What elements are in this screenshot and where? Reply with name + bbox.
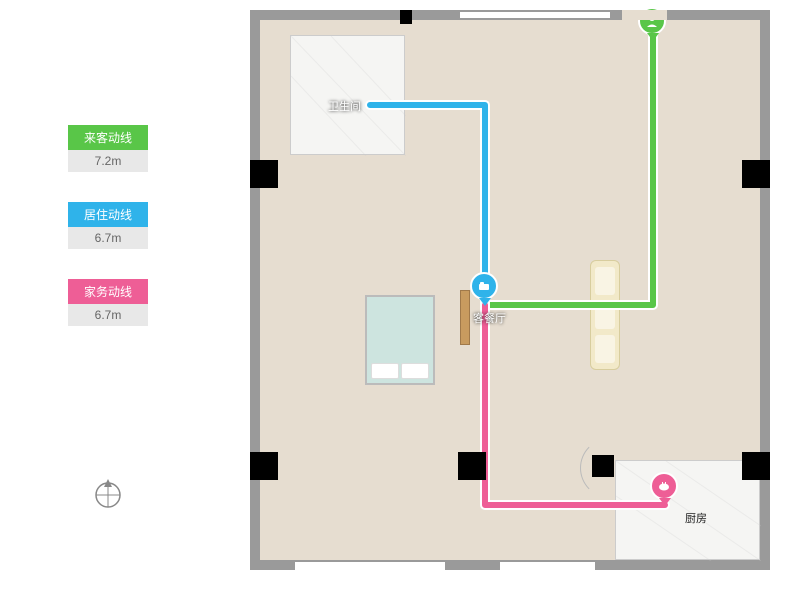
legend: 来客动线 7.2m 居住动线 6.7m 家务动线 6.7m: [68, 125, 148, 356]
legend-title: 来客动线: [68, 125, 148, 150]
floorplan: 卫生间 客餐厅 厨房: [250, 10, 770, 570]
wall-opening: [622, 10, 667, 20]
floor-area: 卫生间 客餐厅 厨房: [260, 20, 760, 560]
structural-column: [458, 452, 486, 480]
wall-opening: [460, 12, 610, 18]
legend-title: 家务动线: [68, 279, 148, 304]
wall-opening: [500, 562, 595, 570]
wall-opening: [295, 562, 445, 570]
legend-item-visitor: 来客动线 7.2m: [68, 125, 148, 172]
room-label-kitchen: 厨房: [685, 510, 707, 526]
compass-icon: [90, 475, 126, 511]
legend-distance: 6.7m: [68, 304, 148, 326]
room-label-living: 客餐厅: [473, 310, 506, 326]
marker-living: [470, 272, 500, 310]
room-label-bathroom: 卫生间: [328, 98, 361, 114]
structural-column: [250, 160, 278, 188]
structural-column: [400, 10, 412, 24]
structural-column: [250, 452, 278, 480]
legend-title: 居住动线: [68, 202, 148, 227]
structural-column: [592, 455, 614, 477]
legend-distance: 6.7m: [68, 227, 148, 249]
legend-item-living: 居住动线 6.7m: [68, 202, 148, 249]
legend-distance: 7.2m: [68, 150, 148, 172]
marker-chore: [650, 472, 680, 510]
legend-item-chore: 家务动线 6.7m: [68, 279, 148, 326]
structural-column: [742, 160, 770, 188]
structural-column: [742, 452, 770, 480]
